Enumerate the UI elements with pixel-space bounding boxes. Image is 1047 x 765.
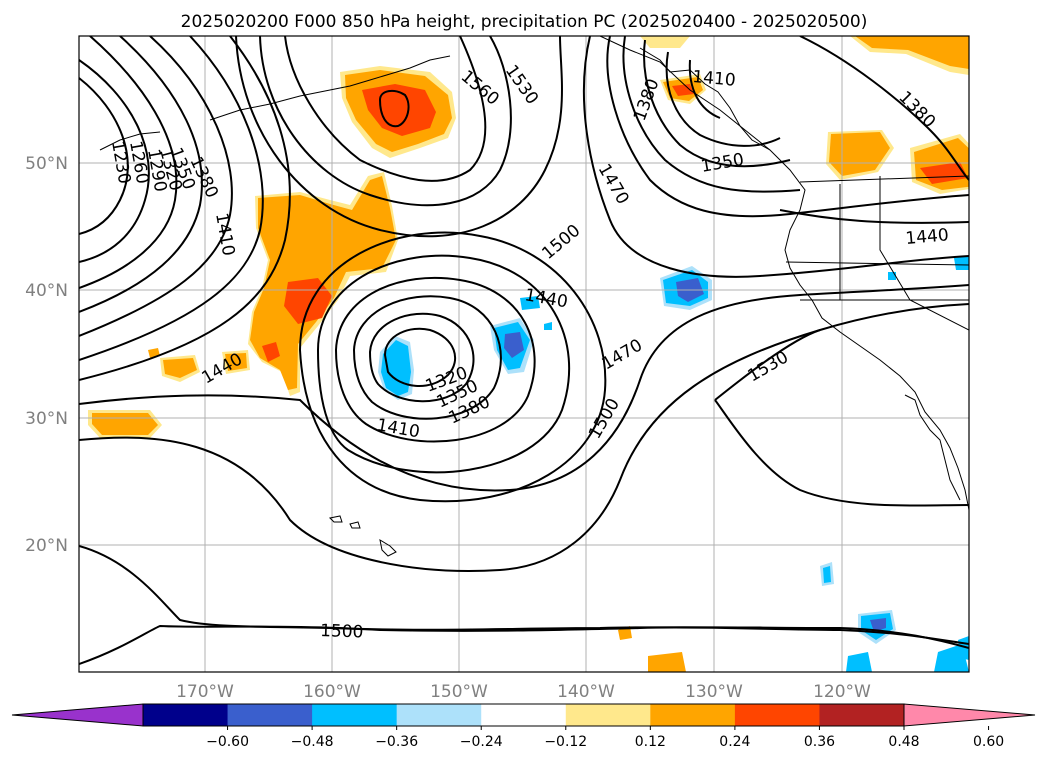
figure-title: 2025020200 F000 850 hPa height, precipit…	[181, 12, 868, 32]
map-frame	[78, 35, 970, 673]
lon-label: 120°W	[813, 682, 871, 702]
lat-axis-labels: 50°N 40°N 30°N 20°N	[25, 154, 68, 556]
colorbar-tick-label: 0.12	[635, 734, 666, 750]
colorbar: −0.60 −0.48 −0.36 −0.24 −0.12 0.12 0.24 0.36 0.4…	[11, 703, 1036, 750]
colorbar-tick-label: 0.24	[719, 734, 750, 750]
colorbar-tick-label: −0.36	[375, 734, 418, 750]
colorbar-tick-label: 0.48	[888, 734, 919, 750]
colorbar-bin	[143, 704, 229, 726]
colorbar-tick-label: −0.24	[460, 734, 503, 750]
colorbar-frame	[142, 703, 905, 727]
colorbar-tick-label: −0.12	[544, 734, 587, 750]
lon-axis-labels: 170°W 160°W 150°W 140°W 130°W 120°W	[176, 682, 871, 702]
precip-area-south-small	[648, 652, 686, 672]
colorbar-tick-label: −0.48	[291, 734, 334, 750]
coastlines	[99, 36, 969, 557]
map-panel: 1560 1530 1410 1380 1350 1470 1500 1440 …	[79, 36, 969, 672]
colorbar-tick-label: 0.36	[804, 734, 835, 750]
lon-label: 140°W	[557, 682, 615, 702]
colorbar-extend-min	[11, 703, 144, 727]
contour-label: 1410	[692, 67, 737, 91]
colorbar-bin	[312, 704, 398, 726]
lon-label: 170°W	[176, 682, 234, 702]
graticule	[79, 36, 969, 672]
lat-label: 50°N	[25, 154, 68, 174]
colorbar-bin	[227, 704, 313, 726]
contour-label: 1440	[905, 225, 950, 249]
height-contours	[79, 36, 969, 665]
colorbar-bin	[650, 704, 736, 726]
colorbar-tick-label: 0.60	[973, 734, 1004, 750]
colorbar-bin	[565, 704, 651, 726]
contour-label: 1500	[320, 621, 364, 642]
colorbar-extend-max	[903, 703, 1036, 727]
colorbar-bin	[819, 704, 905, 726]
colorbar-bin	[396, 704, 482, 726]
colorbar-tick-label: −0.60	[206, 734, 249, 750]
lat-label: 20°N	[25, 536, 68, 556]
lon-label: 130°W	[685, 682, 743, 702]
lat-label: 40°N	[25, 281, 68, 301]
colorbar-bin	[734, 704, 820, 726]
lon-label: 160°W	[303, 682, 361, 702]
lat-label: 30°N	[25, 409, 68, 429]
colorbar-bin	[481, 704, 567, 726]
lon-label: 150°W	[430, 682, 488, 702]
